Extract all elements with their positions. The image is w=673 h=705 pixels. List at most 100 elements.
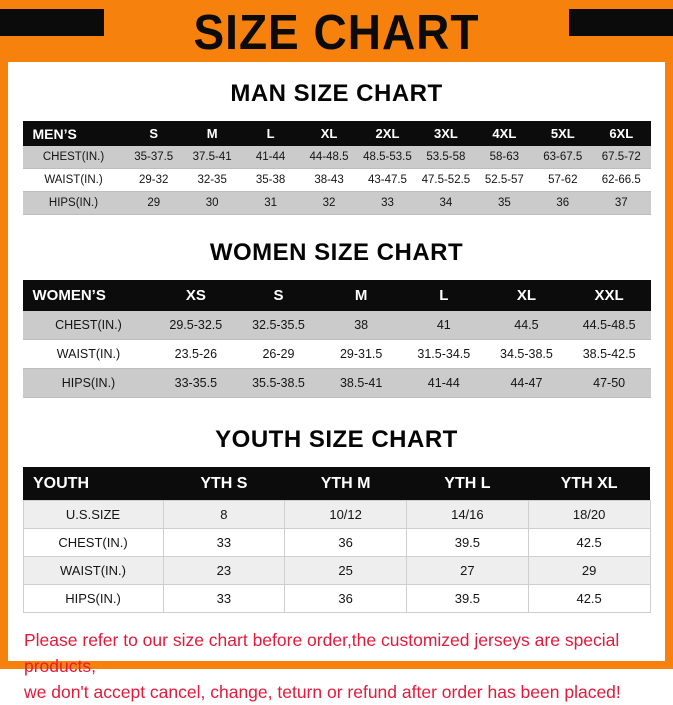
column-header: M bbox=[319, 280, 403, 311]
table-row: WAIST(IN.) 23.5-26 26-29 29-31.5 31.5-34.5 34… bbox=[22, 339, 651, 369]
row-label: HIPS(IN.) bbox=[22, 584, 164, 613]
column-header: 3XL bbox=[416, 121, 476, 146]
column-header: L bbox=[241, 121, 300, 146]
size-cell: 32.5-35.5 bbox=[237, 311, 320, 340]
size-cell: 48.5-53.5 bbox=[358, 146, 417, 169]
size-cell: 33 bbox=[162, 584, 286, 613]
table-title-cell: WOMEN’S bbox=[22, 280, 155, 311]
table-row: WAIST(IN.) 23 25 27 29 bbox=[22, 556, 651, 585]
size-cell: 47-50 bbox=[567, 368, 651, 398]
size-cell: 32-35 bbox=[182, 168, 242, 192]
size-cell: 38-43 bbox=[299, 168, 359, 192]
row-label: WAIST(IN.) bbox=[22, 339, 155, 369]
size-cell: 33-35.5 bbox=[154, 368, 238, 398]
man-size-table: MEN’S S M L XL 2XL 3XL 4XL 5XL 6XL CHEST(IN.) 35-37… bbox=[22, 121, 651, 215]
size-cell: 35-37.5 bbox=[124, 146, 183, 169]
size-cell: 32 bbox=[299, 191, 359, 215]
section-heading-youth: YOUTH SIZE CHART bbox=[215, 426, 458, 453]
size-cell: 34 bbox=[416, 191, 476, 215]
column-header: M bbox=[182, 121, 242, 146]
size-cell: 29 bbox=[124, 191, 183, 215]
size-cell: 63-67.5 bbox=[533, 146, 592, 169]
column-header: L bbox=[402, 280, 486, 311]
size-cell: 58-63 bbox=[475, 146, 534, 169]
size-cell: 41-44 bbox=[241, 146, 300, 169]
size-cell: 29 bbox=[527, 556, 651, 585]
header-row: WOMEN’S XS S M L XL XXL bbox=[22, 280, 651, 311]
size-cell: 37.5-41 bbox=[182, 146, 242, 169]
size-cell: 42.5 bbox=[527, 584, 651, 613]
table-title-cell: YOUTH bbox=[23, 467, 163, 501]
size-cell: 57-62 bbox=[533, 168, 592, 192]
table-row: CHEST(IN.) 29.5-32.5 32.5-35.5 38 41 44.5 44.5… bbox=[22, 311, 651, 340]
column-header: 5XL bbox=[533, 121, 592, 146]
table-row: CHEST(IN.) 35-37.5 37.5-41 41-44 44-48.5 48.5… bbox=[22, 146, 651, 169]
size-cell: 44.5-48.5 bbox=[567, 311, 651, 340]
table-row: U.S.SIZE 8 10/12 14/16 18/20 bbox=[22, 500, 651, 529]
header-row: YOUTH YTH S YTH M YTH L YTH XL bbox=[23, 467, 650, 501]
size-cell: 53.5-58 bbox=[416, 146, 476, 169]
row-label: WAIST(IN.) bbox=[22, 556, 164, 585]
table-row: HIPS(IN.) 29 30 31 32 33 34 35 36 37 bbox=[22, 191, 651, 215]
column-header: YTH S bbox=[163, 467, 285, 501]
size-cell: 36 bbox=[533, 191, 592, 215]
table-row: CHEST(IN.) 33 36 39.5 42.5 bbox=[22, 528, 651, 557]
women-size-table: WOMEN’S XS S M L XL XXL CHEST(IN.) 29.5-32.5 32.5… bbox=[22, 280, 651, 398]
size-cell: 35-38 bbox=[241, 168, 300, 192]
size-cell: 52.5-57 bbox=[475, 168, 534, 192]
size-cell: 36 bbox=[284, 584, 407, 613]
row-label: CHEST(IN.) bbox=[22, 528, 164, 557]
size-cell: 44.5 bbox=[485, 311, 568, 340]
column-header: 6XL bbox=[592, 121, 651, 146]
column-header: 4XL bbox=[475, 121, 534, 146]
row-label: HIPS(IN.) bbox=[22, 368, 155, 398]
size-cell: 37 bbox=[592, 191, 651, 215]
size-cell: 44-48.5 bbox=[299, 146, 359, 169]
table-row: WAIST(IN.) 29-32 32-35 35-38 38-43 43-47.5 47.… bbox=[22, 168, 651, 192]
row-label: CHEST(IN.) bbox=[22, 311, 155, 340]
size-cell: 39.5 bbox=[406, 528, 529, 557]
size-cell: 44-47 bbox=[485, 368, 568, 398]
size-cell: 23 bbox=[162, 556, 286, 585]
column-header: S bbox=[237, 280, 320, 311]
size-cell: 31 bbox=[241, 191, 300, 215]
size-cell: 38.5-42.5 bbox=[567, 339, 651, 369]
size-cell: 62-66.5 bbox=[592, 168, 651, 192]
page-title: SIZE CHART bbox=[193, 4, 480, 60]
size-cell: 18/20 bbox=[527, 500, 651, 529]
column-header: XXL bbox=[567, 280, 651, 311]
column-header: YTH M bbox=[284, 467, 407, 501]
section-heading-women: WOMEN SIZE CHART bbox=[209, 239, 464, 266]
corner-bar-left bbox=[0, 9, 104, 36]
size-cell: 29-31.5 bbox=[319, 339, 403, 369]
column-header: S bbox=[124, 121, 183, 146]
footer-note-line1: Please refer to our size chart before or… bbox=[24, 630, 620, 676]
size-cell: 35.5-38.5 bbox=[237, 368, 320, 398]
size-cell: 25 bbox=[284, 556, 407, 585]
size-cell: 35 bbox=[475, 191, 534, 215]
size-cell: 23.5-26 bbox=[154, 339, 238, 369]
size-cell: 38.5-41 bbox=[319, 368, 403, 398]
footer-note: Please refer to our size chart before or… bbox=[24, 627, 665, 705]
row-label: HIPS(IN.) bbox=[22, 191, 125, 215]
row-label: CHEST(IN.) bbox=[22, 146, 125, 169]
size-cell: 29-32 bbox=[124, 168, 183, 192]
size-cell: 29.5-32.5 bbox=[154, 311, 238, 340]
footer-note-line2: we don't accept cancel, change, teturn o… bbox=[24, 682, 621, 702]
column-header: YTH L bbox=[406, 467, 529, 501]
size-cell: 33 bbox=[162, 528, 286, 557]
size-cell: 26-29 bbox=[237, 339, 320, 369]
table-title-cell: MEN’S bbox=[22, 121, 125, 146]
size-cell: 38 bbox=[319, 311, 403, 340]
header-row: MEN’S S M L XL 2XL 3XL 4XL 5XL 6XL bbox=[22, 121, 651, 146]
column-header: XS bbox=[154, 280, 238, 311]
corner-bar-right bbox=[569, 9, 673, 36]
size-cell: 10/12 bbox=[284, 500, 407, 529]
row-label: U.S.SIZE bbox=[22, 500, 164, 529]
size-cell: 30 bbox=[182, 191, 242, 215]
size-cell: 67.5-72 bbox=[592, 146, 651, 169]
column-header: XL bbox=[485, 280, 568, 311]
section-heading-man: MAN SIZE CHART bbox=[230, 80, 443, 107]
table-row: HIPS(IN.) 33-35.5 35.5-38.5 38.5-41 41-44 44-… bbox=[22, 368, 651, 398]
